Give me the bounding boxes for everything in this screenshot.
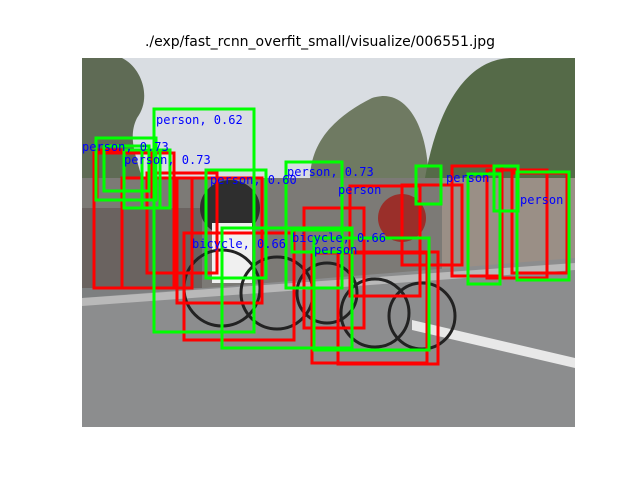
pred-box <box>312 236 431 352</box>
detection-label: person <box>446 171 489 185</box>
gt-box <box>302 206 366 330</box>
detection-label: person <box>520 193 563 207</box>
gt-box <box>145 171 219 275</box>
detection-label: person, 0.60 <box>210 173 297 187</box>
detection-label: person <box>314 243 357 257</box>
prediction-boxes <box>94 107 571 352</box>
pred-box <box>152 107 256 334</box>
pred-box <box>515 170 571 282</box>
pred-box <box>102 144 151 193</box>
pred-box <box>414 164 443 206</box>
gt-box <box>336 250 440 366</box>
pred-box <box>204 168 268 280</box>
detection-label: person, 0.73 <box>287 165 374 179</box>
gt-box <box>175 176 264 305</box>
image-canvas: person, 0.62 person, 0.73 person, 0.73 p… <box>82 58 575 427</box>
detection-label: person, 0.62 <box>156 113 243 127</box>
gt-box <box>400 183 464 267</box>
pred-box <box>94 136 158 202</box>
gt-box <box>348 184 422 298</box>
detection-labels: person, 0.62 person, 0.73 person, 0.73 p… <box>82 113 563 257</box>
pred-box <box>290 228 354 254</box>
detection-label: person, 0.73 <box>82 140 169 154</box>
pred-box <box>466 172 502 286</box>
figure-title: ./exp/fast_rcnn_overfit_small/visualize/… <box>144 34 496 50</box>
gt-box <box>450 164 504 278</box>
detection-label: person, 0.73 <box>124 153 211 167</box>
detection-label: bicycle, 0.66 <box>192 237 286 251</box>
detection-image: person, 0.62 person, 0.73 person, 0.73 p… <box>82 58 575 427</box>
detection-label: person <box>338 183 381 197</box>
detection-label: bicycle, 0.66 <box>292 231 386 245</box>
pred-box <box>140 148 172 210</box>
